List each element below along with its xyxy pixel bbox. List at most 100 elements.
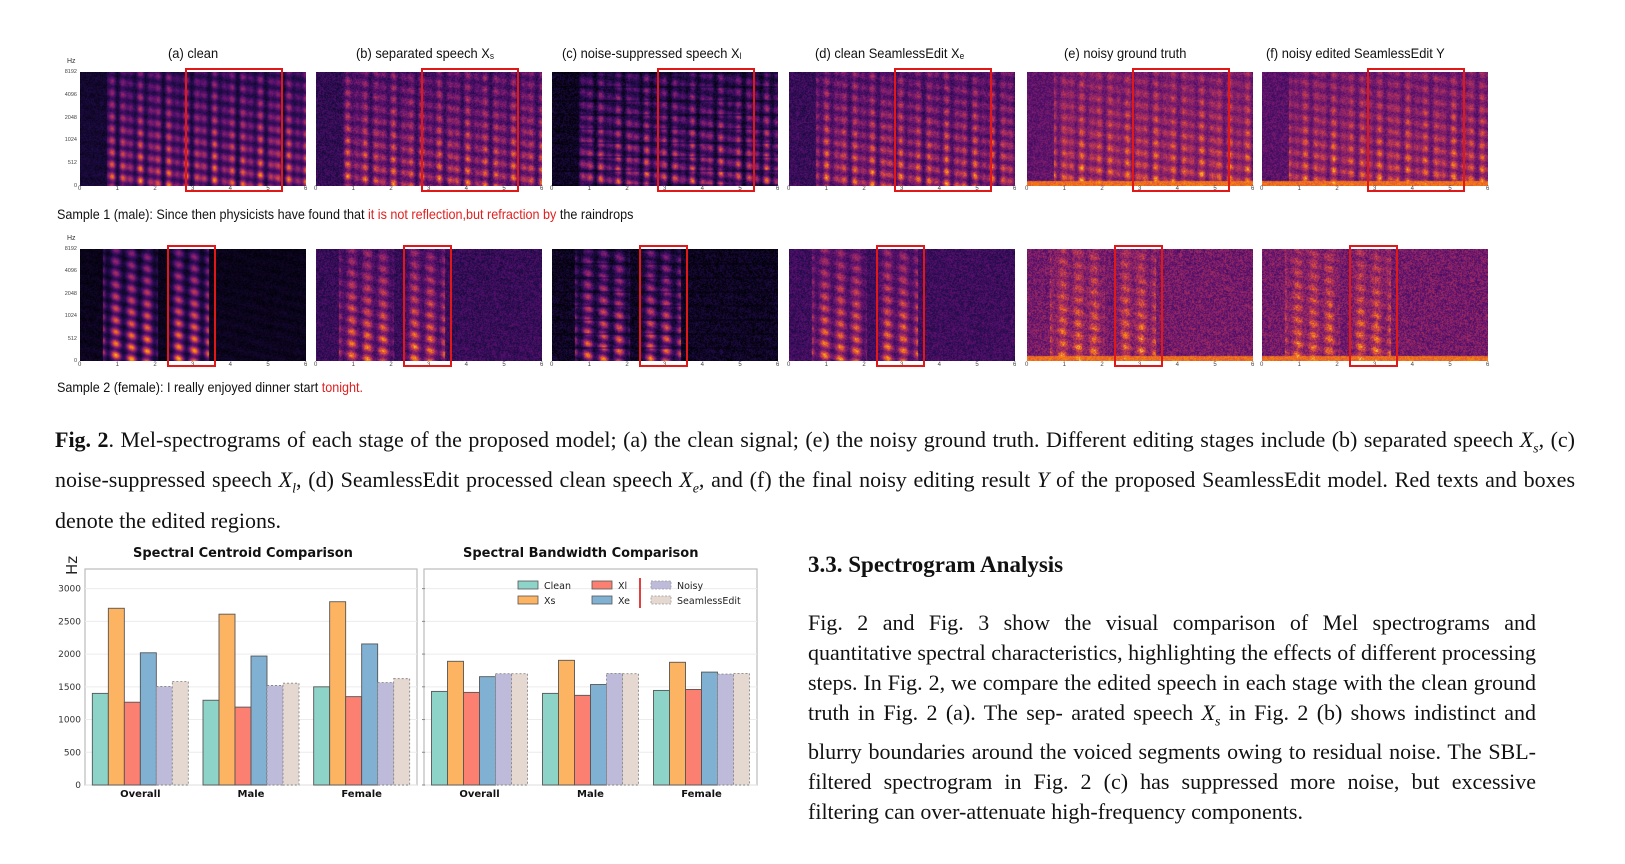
x-tick-label: 5	[1448, 362, 1452, 368]
x-tick-label: 5	[502, 186, 506, 192]
x-tick-label: 5	[502, 362, 506, 368]
paragraph-text: Fig. 2 and Fig. 3 show the visual compar…	[808, 610, 1536, 725]
bar-bandwidth-overall-clean	[431, 690, 448, 786]
x-tick-label: 3	[1373, 186, 1377, 192]
x-tick-label: 5	[266, 186, 270, 192]
x-tick-label: 0	[787, 186, 791, 192]
edited-region-box	[1367, 68, 1466, 192]
bar-centroid-female-xl	[345, 696, 363, 786]
x-tick-label: 3	[663, 186, 667, 192]
x-tick-label: 3	[900, 186, 904, 192]
x-tick-label: 2	[389, 362, 393, 368]
spectrogram-sample-2-b	[316, 249, 542, 361]
x-tick-label: 2	[862, 186, 866, 192]
x-tick-label: 2	[1100, 186, 1104, 192]
x-tick-label: 5	[975, 362, 979, 368]
panel-title-b: (b) separated speech Xs	[356, 45, 494, 61]
spectrogram-sample-1-f	[1262, 72, 1488, 186]
bar-centroid-overall-noisy	[155, 686, 173, 786]
spectrogram-sample-1-e	[1027, 72, 1253, 186]
y-axis-unit-label: Hz	[67, 58, 76, 65]
spectrogram-sample-2-a	[80, 249, 306, 361]
x-tick-label: 6	[1486, 362, 1490, 368]
y-tick-label: 4096	[64, 91, 77, 98]
y-tick-label: 0	[75, 781, 81, 791]
x-tick-label: 5	[1213, 362, 1217, 368]
x-tick-label: 4	[464, 186, 468, 192]
bar-bandwidth-female-seamlessedit	[733, 672, 750, 786]
math-subscript: e	[692, 481, 699, 497]
x-tick-label: 1	[1062, 186, 1066, 192]
bar-bandwidth-male-noisy	[606, 672, 623, 786]
x-tick-label: 2	[862, 362, 866, 368]
x-tick-label: Male	[577, 789, 604, 800]
bar-centroid-male-xl	[234, 706, 252, 786]
figure-3-bar-charts: Hz 0 500 1000 1500 2000 2500 3000 Overall Male Fem…	[58, 556, 758, 800]
spectrogram-sample-1-a	[80, 72, 306, 186]
y-tick-label: 3000	[58, 585, 81, 595]
bar-centroid-male-xs	[218, 613, 236, 786]
x-tick-label: 0	[314, 362, 318, 368]
legend-swatch-noisy	[650, 580, 672, 590]
bar-centroid-overall-xs	[107, 607, 125, 786]
legend-label-seamlessedit: SeamlessEdit	[677, 596, 741, 607]
bar-bandwidth-male-xl	[574, 694, 591, 786]
x-tick-label: 2	[625, 186, 629, 192]
x-tick-label: 4	[1410, 362, 1414, 368]
x-tick-label: 0	[1025, 362, 1029, 368]
edited-region-box	[1348, 245, 1398, 367]
y-tick-label: 512	[67, 160, 77, 167]
section-paragraph: Fig. 2 and Fig. 3 show the visual compar…	[808, 608, 1536, 827]
x-tick-label: 2	[153, 362, 157, 368]
x-tick-label: 1	[824, 186, 828, 192]
math-subscript: s	[1533, 441, 1539, 457]
panel-title-d: (d) clean SeamlessEdit Xe	[815, 45, 964, 61]
panel-title-text: (a) clean	[168, 45, 219, 61]
x-tick-label: 1	[115, 186, 119, 192]
x-tick-label: 5	[266, 362, 270, 368]
x-tick-label: 6	[540, 362, 544, 368]
sample-1-transcript: Sample 1 (male): Since then physicists h…	[57, 206, 633, 222]
y-tick-label: 1024	[64, 137, 77, 144]
legend-label-clean: Clean	[544, 581, 571, 592]
bar-centroid-female-xe	[361, 643, 379, 786]
x-tick-label: Overall	[459, 789, 499, 800]
sample-2-edited-text: tonight.	[321, 379, 364, 395]
y-tick-label: 512	[67, 335, 77, 342]
y-tick-label: 0	[73, 358, 77, 364]
y-axis-unit-label: Hz	[67, 235, 76, 242]
panel-title-text: (c) noise-suppressed speech X	[562, 45, 740, 61]
x-tick-label: 4	[937, 186, 941, 192]
x-tick-label: 0	[550, 362, 554, 368]
x-tick-label: 5	[1448, 186, 1452, 192]
x-tick-label: 0	[1025, 186, 1029, 192]
edited-region-box	[894, 68, 993, 192]
section-heading: 3.3. Spectrogram Analysis	[808, 552, 1064, 577]
y-tick-label: 1000	[58, 716, 81, 726]
x-tick-label: 1	[1297, 186, 1301, 192]
x-tick-label: 1	[587, 186, 591, 192]
y-tick-label: 8192	[64, 246, 77, 252]
bar-bandwidth-overall-seamlessedit	[511, 673, 528, 786]
x-tick-label: 4	[464, 362, 468, 368]
bar-bandwidth-female-xs	[669, 661, 686, 786]
caption-text: . Mel-spectrograms of each stage of the …	[108, 427, 1326, 452]
bar-bandwidth-female-noisy	[717, 673, 734, 786]
spectrogram-sample-2-e	[1027, 249, 1253, 361]
bar-bandwidth-overall-xs	[447, 660, 464, 786]
bar-centroid-female-noisy	[377, 682, 395, 786]
x-tick-label: 0	[1260, 186, 1264, 192]
y-tick-label: 2500	[58, 617, 81, 627]
bar-centroid-female-clean	[313, 686, 331, 786]
x-tick-label: 3	[191, 186, 195, 192]
caption-text: (b) separated speech	[1331, 427, 1520, 452]
x-tick-label: 1	[115, 362, 119, 368]
math-subscript: l	[292, 481, 297, 497]
caption-label: Fig. 2	[55, 427, 109, 452]
sample-1-text: Sample 1 (male): Since then physicists h…	[57, 206, 368, 222]
edited-region-box	[166, 245, 216, 367]
y-tick-label: 2000	[58, 650, 81, 660]
sample-1-edited-text: it is not reflection,but refraction by	[367, 206, 557, 222]
x-tick-label: 5	[738, 186, 742, 192]
x-tick-label: 2	[1100, 362, 1104, 368]
